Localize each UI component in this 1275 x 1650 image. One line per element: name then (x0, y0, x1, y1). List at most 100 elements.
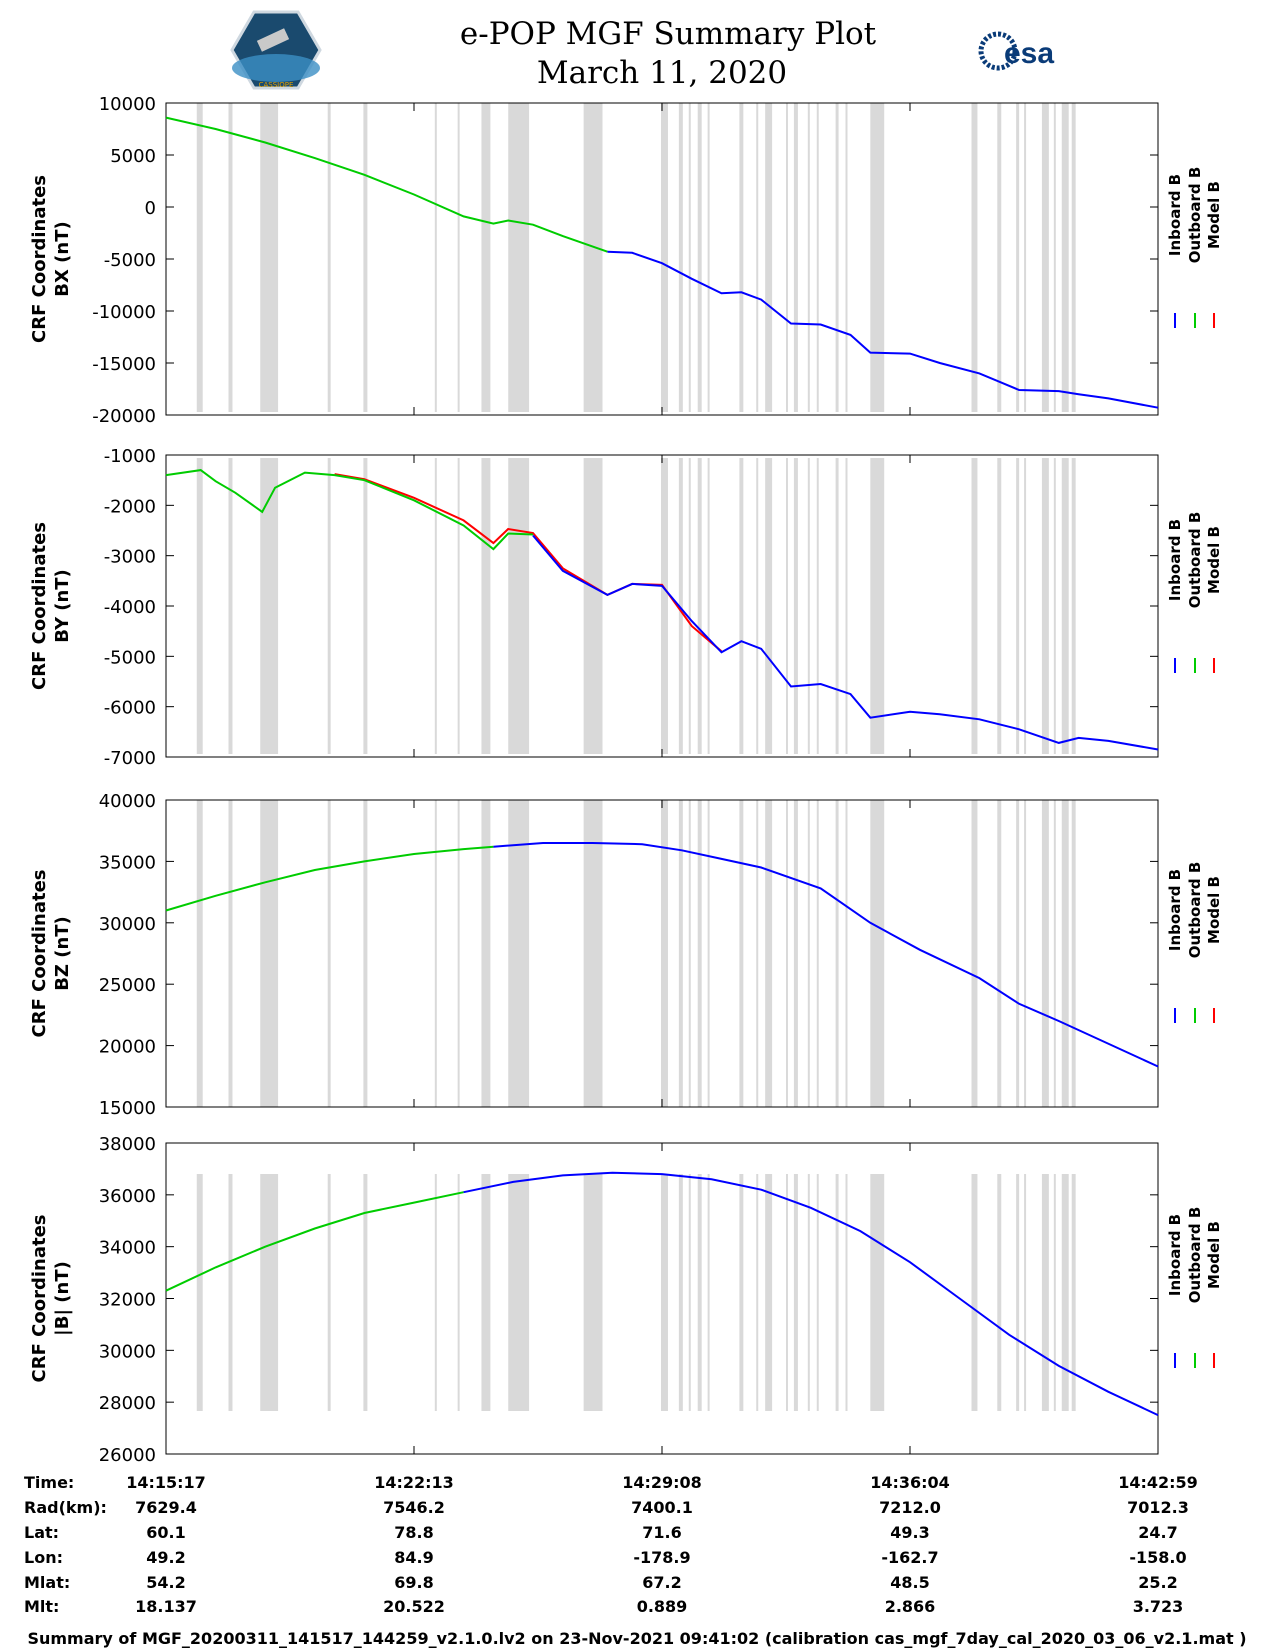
ephem-value: 3.723 (1133, 1597, 1184, 1616)
ephem-value: 49.2 (146, 1548, 185, 1567)
y-tick-label: 0 (145, 198, 156, 219)
data-gap-band (697, 800, 702, 1107)
data-gap-band (997, 458, 1002, 754)
y-tick-label: 32000 (99, 1290, 156, 1311)
ephem-value: 48.5 (890, 1573, 929, 1592)
legend-label-2: Outboard B (1186, 167, 1204, 264)
y-axis-label-line2: |B| (nT) (52, 1261, 73, 1336)
legend-label-2: Outboard B (1186, 1207, 1204, 1304)
data-gap-band (707, 458, 710, 754)
data-gap-band (1053, 103, 1056, 412)
data-gap-band (363, 103, 368, 412)
panels: 10000 5000 0 -5000 -10000 -15000 -20000 CRF Coo… (29, 94, 1223, 1466)
data-gap-band (1071, 800, 1076, 1107)
data-gap-band (508, 800, 530, 1107)
data-gap-band (1061, 458, 1069, 754)
data-gap-band (260, 1174, 279, 1411)
data-gap-band (228, 103, 233, 412)
data-gap-band (793, 458, 798, 754)
ephem-label-rad: Rad(km): (24, 1498, 107, 1517)
data-gap-band (1024, 103, 1027, 412)
cassiope-logo: CASSIOPE (230, 10, 322, 90)
data-gap-band (870, 1174, 885, 1411)
data-gap-band (688, 103, 691, 412)
y-tick-label: -2000 (104, 496, 156, 517)
data-gap-band (1061, 103, 1069, 412)
data-gap-band (1024, 458, 1027, 754)
ephem-value: 14:22:13 (374, 1473, 454, 1492)
y-tick-label: 30000 (99, 1341, 156, 1362)
data-gap-band (870, 458, 885, 754)
y-tick-label: -5000 (104, 647, 156, 668)
data-gap-band (816, 1174, 819, 1411)
ephem-value: 69.8 (394, 1573, 433, 1592)
y-tick-label: 26000 (99, 1445, 156, 1466)
ephem-value: 78.8 (394, 1523, 433, 1542)
data-gap-band (845, 103, 848, 412)
ephem-value: 14:29:08 (622, 1473, 702, 1492)
y-axis-label-line2: BZ (nT) (52, 916, 73, 991)
data-gap-band (1061, 1174, 1069, 1411)
legend-label-1: Inboard B (1166, 1214, 1184, 1296)
data-gap-band (971, 1174, 978, 1411)
data-gap-band (228, 1174, 233, 1411)
data-gap-band (793, 1174, 798, 1411)
data-gap-band (793, 800, 798, 1107)
data-gap-band (661, 458, 668, 754)
y-axis-label-line1: CRF Coordinates (29, 870, 50, 1038)
data-gap-band (971, 103, 978, 412)
data-gap-band (481, 1174, 491, 1411)
ephem-value: 14:15:17 (126, 1473, 206, 1492)
data-gap-band (816, 458, 819, 754)
series-line-inboard-b (532, 534, 1159, 751)
y-tick-label: -6000 (104, 698, 156, 719)
y-tick-label: 5000 (110, 146, 156, 167)
data-gap-band (707, 800, 710, 1107)
legend-label-3: Model B (1205, 181, 1223, 249)
data-gap-band (707, 103, 710, 412)
y-tick-label: -20000 (92, 406, 156, 427)
series-line-outboard-b (165, 469, 534, 551)
ephem-value: -178.9 (633, 1548, 690, 1567)
data-gap-band (835, 103, 839, 412)
data-gap-band (363, 800, 368, 1107)
data-gap-band (793, 103, 798, 412)
data-gap-band (1041, 458, 1049, 754)
legend-label-1: Inboard B (1166, 174, 1184, 256)
data-gap-band (1053, 800, 1056, 1107)
data-gap-band (1053, 458, 1056, 754)
data-gap-band (678, 458, 683, 754)
data-gap-band (807, 1174, 810, 1411)
data-gap-band (434, 800, 437, 1107)
panel-2: -1000 -2000 -3000 -4000 -5000 -6000 -7000 CRF C… (29, 446, 1223, 769)
data-gap-band (688, 1174, 691, 1411)
data-gap-band (845, 1174, 848, 1411)
data-gap-band (457, 1174, 460, 1411)
ephem-value: 67.2 (642, 1573, 681, 1592)
data-gap-band (1016, 800, 1020, 1107)
data-gap-band (1016, 458, 1020, 754)
legend-label-2: Outboard B (1186, 862, 1204, 959)
data-gap-band (583, 1174, 603, 1411)
legend-label-3: Model B (1205, 876, 1223, 944)
data-gap-band (583, 800, 603, 1107)
data-gap-band (845, 458, 848, 754)
y-tick-label: 40000 (99, 791, 156, 812)
series-line-inboard-b (463, 1171, 1159, 1417)
data-gap-band (1041, 103, 1049, 412)
data-gap-band (228, 800, 233, 1107)
data-gap-band (786, 800, 788, 1107)
data-gap-band (434, 458, 437, 754)
data-gap-band (661, 800, 668, 1107)
data-gap-band (661, 1174, 668, 1411)
y-axis-label-line2: BX (nT) (52, 221, 73, 296)
ephem-value: 24.7 (1138, 1523, 1177, 1542)
y-tick-label: 34000 (99, 1238, 156, 1259)
data-gap-band (363, 458, 368, 754)
data-gap-band (845, 800, 848, 1107)
data-gap-band (756, 800, 759, 1107)
data-gap-band (196, 458, 203, 754)
y-tick-label: 36000 (99, 1186, 156, 1207)
data-gap-band (835, 1174, 839, 1411)
ephem-value: -162.7 (881, 1548, 938, 1567)
